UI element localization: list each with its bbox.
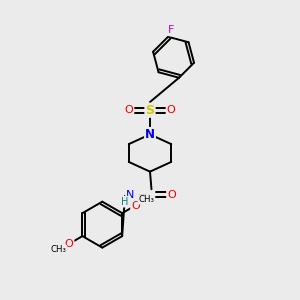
Text: O: O: [167, 105, 176, 115]
Text: O: O: [124, 105, 133, 115]
Text: CH₃: CH₃: [138, 195, 154, 204]
Text: O: O: [65, 239, 74, 249]
Text: N: N: [126, 190, 134, 200]
Text: CH₃: CH₃: [50, 245, 66, 254]
Text: O: O: [131, 200, 140, 211]
Text: F: F: [168, 25, 174, 35]
Text: O: O: [167, 190, 176, 200]
Text: H: H: [121, 197, 129, 207]
Text: N: N: [145, 128, 155, 141]
Text: S: S: [146, 104, 154, 117]
